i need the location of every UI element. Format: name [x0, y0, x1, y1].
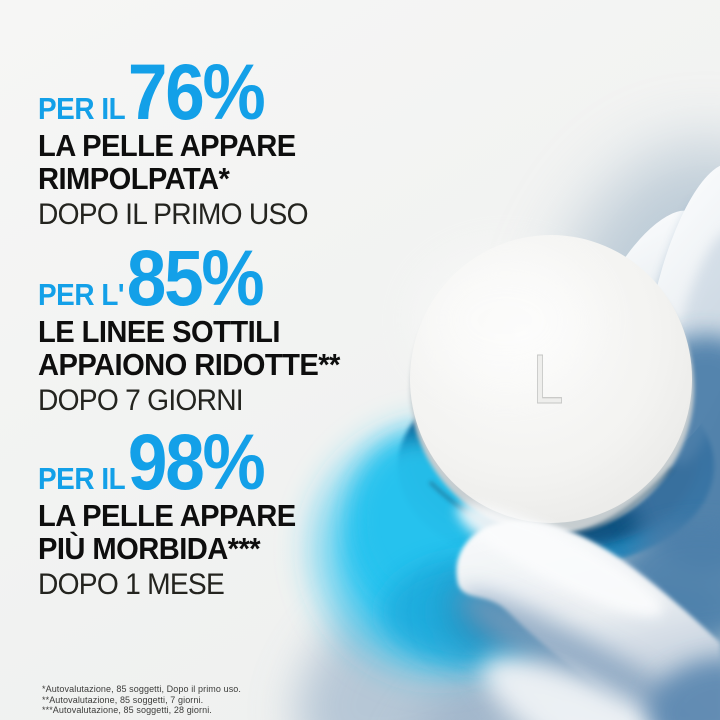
footnote-line: *Autovalutazione, 85 soggetti, Dopo il p… — [42, 684, 242, 694]
lid-highlight — [415, 250, 595, 390]
stat-headline: PER L'85% — [38, 238, 327, 317]
stat-claim-line: LE LINEE SOTTILI — [38, 314, 280, 349]
corner-glove-shadow — [649, 659, 720, 720]
stat-timeframe: DOPO IL PRIMO USO — [38, 198, 309, 231]
thumb-highlight — [456, 503, 664, 617]
stat-prefix: PER IL — [38, 91, 126, 126]
stat-percentage: 85% — [126, 233, 265, 322]
bottom-light-band — [481, 657, 715, 720]
stat-percentage: 76% — [127, 47, 266, 136]
stat-claim-line: PIÙ MORBIDA*** — [38, 531, 261, 566]
stat-headline: PER IL76% — [38, 52, 296, 131]
stat-block-7-days: PER L'85% LE LINEE SOTTILI APPAIONO RIDO… — [38, 238, 359, 418]
footnote-line: **Autovalutazione, 85 soggetti, 7 giorni… — [42, 694, 204, 705]
stat-timeframe: DOPO 7 GIORNI — [38, 384, 244, 417]
stat-headline: PER IL98% — [38, 422, 285, 501]
stat-claim-line: LA PELLE APPARE — [38, 128, 296, 163]
stat-block-first-use: PER IL76% LA PELLE APPARE RIMPOLPATA* DO… — [38, 52, 325, 232]
footnote-line: ***Autovalutazione, 85 soggetti, 28 gior… — [42, 705, 212, 715]
stat-block-1-month: PER IL98% LA PELLE APPARE PIÙ MORBIDA***… — [38, 422, 312, 602]
jar-logo-letter: L — [533, 341, 563, 419]
stat-claim-line: LA PELLE APPARE — [38, 498, 296, 533]
stat-claim-line: RIMPOLPATA* — [38, 161, 230, 196]
stat-percentage: 98% — [127, 417, 266, 506]
stat-prefix: PER L' — [38, 277, 125, 312]
stat-claim-line: APPAIONO RIDOTTE** — [38, 347, 340, 382]
footnotes: *Autovalutazione, 85 soggetti, Dopo il p… — [42, 684, 241, 716]
stat-prefix: PER IL — [38, 461, 126, 496]
stat-timeframe: DOPO 1 MESE — [38, 568, 225, 601]
glove-thumb — [456, 520, 720, 720]
